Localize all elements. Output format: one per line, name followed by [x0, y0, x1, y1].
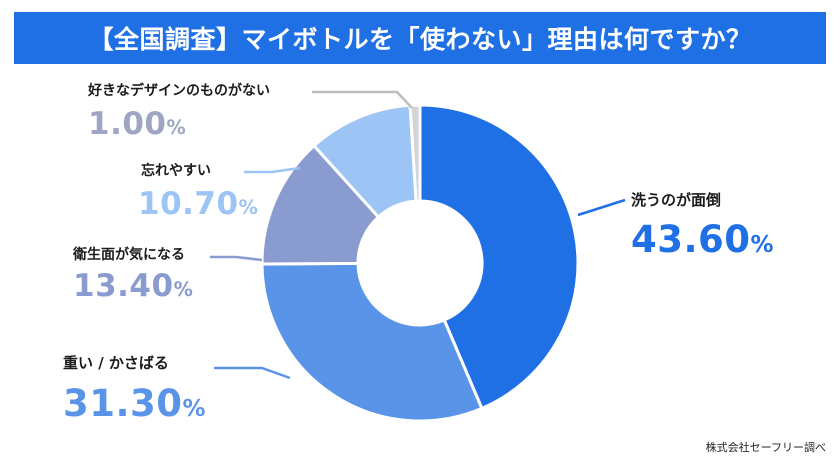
- slice-label-hygiene: 衛生面が気になる: [73, 247, 185, 263]
- slice-heavy: [260, 261, 484, 423]
- leader-forget: [244, 166, 301, 174]
- leader-heavy: [214, 366, 291, 380]
- slice-value-hygiene: 13.40%: [73, 268, 194, 304]
- source-credit: 株式会社セーフリー調べ: [705, 441, 826, 454]
- chart-title: 【全国調査】マイボトルを「使わない」理由は何ですか？: [88, 25, 752, 54]
- slice-label-wash: 洗うのが面倒: [631, 191, 722, 209]
- slice-hygiene: [260, 143, 381, 266]
- leader-design: [312, 90, 413, 109]
- slice-value-wash: 43.60%: [631, 218, 775, 261]
- slice-wash: [418, 103, 580, 411]
- slice-design: [408, 103, 422, 203]
- slice-value-forget: 10.70%: [138, 186, 259, 222]
- slice-label-design: 好きなデザインのものがない: [88, 83, 270, 99]
- leader-hygiene: [210, 255, 263, 262]
- slice-value-design: 1.00%: [88, 106, 187, 142]
- title-banner: 【全国調査】マイボトルを「使わない」理由は何ですか？: [14, 12, 826, 64]
- slice-label-heavy: 重い / かさばる: [63, 354, 169, 372]
- leader-wash: [577, 198, 626, 217]
- slice-value-heavy: 31.30%: [63, 382, 207, 425]
- slice-label-forget: 忘れやすい: [141, 163, 211, 179]
